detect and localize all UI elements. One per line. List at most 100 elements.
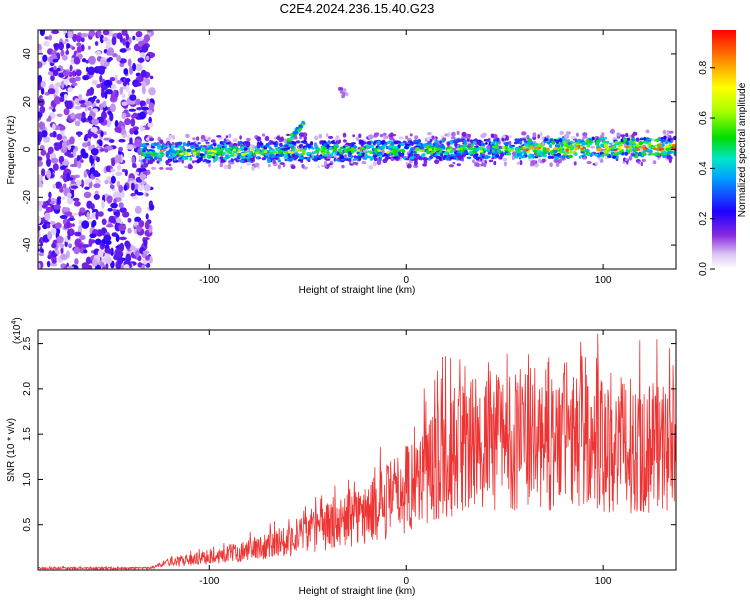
spectrogram-cell <box>210 144 213 148</box>
spectrogram-cell <box>510 149 515 152</box>
top-x-tick-label: -100 <box>199 275 219 286</box>
spectrogram-cell <box>251 165 255 171</box>
colorbar-tick-label: 0.2 <box>698 211 709 225</box>
spectrogram-cell <box>87 66 96 76</box>
spectrogram-cell <box>138 220 145 228</box>
spectrogram-cell <box>68 243 72 249</box>
spectrogram-cell <box>640 145 645 149</box>
spectrogram-cell <box>153 156 158 161</box>
spectrogram-cell <box>602 143 608 148</box>
spectrogram-cell <box>61 196 66 200</box>
spectrogram-cell <box>448 164 454 168</box>
colorbar-tick-label: 0.8 <box>698 60 709 74</box>
spectrogram-cell <box>85 178 92 183</box>
spectrogram-cell <box>76 35 82 43</box>
spectrogram-cell <box>116 55 122 62</box>
spectrogram-cell <box>174 150 177 154</box>
spectrogram-cell <box>69 228 74 235</box>
spectrogram-cell <box>168 134 172 140</box>
spectrogram-cell <box>267 163 271 168</box>
spectrogram-cell <box>119 48 127 53</box>
bottom-y-tick-label: 2.0 <box>22 381 33 395</box>
spectrogram-cell <box>113 198 117 205</box>
spectrogram-cell <box>575 143 581 146</box>
spectrogram-cell <box>60 247 64 254</box>
spectrogram-cell <box>426 142 432 145</box>
spectrogram-cell <box>46 158 51 167</box>
spectrogram-cell <box>167 155 172 159</box>
spectrogram-cell <box>94 41 99 46</box>
spectrogram-cell <box>656 152 661 157</box>
spectrogram-cell <box>119 58 127 64</box>
spectrogram-cell <box>66 196 74 205</box>
spectrogram-cell <box>144 220 150 230</box>
spectrogram-cell <box>629 141 633 146</box>
spectrogram-cell <box>118 138 126 143</box>
spectrogram-cell <box>377 140 381 145</box>
spectrogram-cell <box>232 138 238 143</box>
spectrogram-cell <box>553 147 558 150</box>
spectrogram-cell <box>70 163 78 168</box>
top-x-ticks: -100 0 100 <box>199 30 612 286</box>
spectrogram-cell <box>73 246 80 255</box>
spectrogram-cell <box>647 153 652 156</box>
spectrogram-cell <box>90 167 95 173</box>
spectrogram-cell <box>38 204 43 212</box>
spectrogram-cell <box>233 153 238 156</box>
spectrogram-cell <box>672 143 676 147</box>
spectrogram-cell <box>62 71 71 76</box>
spectrogram-cell <box>104 179 109 185</box>
spectrogram-cell <box>605 146 610 150</box>
spectrogram-cell <box>71 223 75 227</box>
spectrogram-cell <box>90 148 99 156</box>
spectrogram-cell <box>92 170 99 177</box>
spectrogram-cell <box>660 137 664 140</box>
spectrogram-cell <box>322 146 328 150</box>
spectrogram-cell <box>628 155 633 161</box>
spectrogram-cell <box>544 138 549 141</box>
spectrogram-cell <box>38 121 44 130</box>
spectrogram-cell <box>145 55 150 61</box>
top-y-tick-label: 40 <box>22 48 33 60</box>
spectrogram-cell <box>540 153 544 158</box>
spectrogram-cell <box>52 58 59 63</box>
spectrogram-cell <box>309 141 314 146</box>
spectrogram-cell <box>339 151 344 155</box>
spectrogram-cell <box>192 149 197 152</box>
spectrogram-cell <box>516 161 520 165</box>
spectrogram-cell <box>134 249 140 258</box>
spectrogram-cell <box>329 153 334 158</box>
spectrogram-cell <box>557 144 561 148</box>
spectrogram-cell <box>456 130 460 135</box>
spectrogram-cell <box>311 151 316 155</box>
spectrogram-cell <box>230 158 234 163</box>
spectrogram-cell <box>125 253 132 263</box>
spectrogram-cell <box>38 98 45 107</box>
spectrogram-cell <box>141 144 147 147</box>
spectrogram-cell <box>55 222 62 229</box>
spectrogram-cell <box>89 154 93 164</box>
spectrogram-cell <box>358 133 362 139</box>
spectrogram-cell <box>290 165 296 170</box>
spectrogram-cell <box>401 142 406 146</box>
spectrogram-cell <box>301 154 304 159</box>
spectrogram-cell <box>314 135 319 141</box>
spectrogram-cell <box>284 150 289 154</box>
spectrogram-cell <box>56 67 61 72</box>
spectrogram-cell <box>38 242 41 249</box>
spectrogram-cell <box>131 196 138 200</box>
spectrogram-cell <box>239 140 243 145</box>
spectrogram-cell <box>52 163 59 171</box>
spectrogram-cell <box>147 153 151 156</box>
spectrogram-cell <box>334 151 338 155</box>
spectrogram-cell <box>156 160 160 164</box>
spectrogram-cell <box>240 166 243 170</box>
spectrogram-cell <box>642 147 647 151</box>
spectrogram-cell <box>523 152 528 156</box>
spectrogram-cell <box>543 154 547 158</box>
spectrogram-cell <box>43 41 50 47</box>
spectrogram-cell <box>427 131 432 136</box>
spectrogram-cell <box>343 157 347 162</box>
spectrogram-cell <box>81 152 89 159</box>
spectrogram-cell <box>413 153 418 157</box>
